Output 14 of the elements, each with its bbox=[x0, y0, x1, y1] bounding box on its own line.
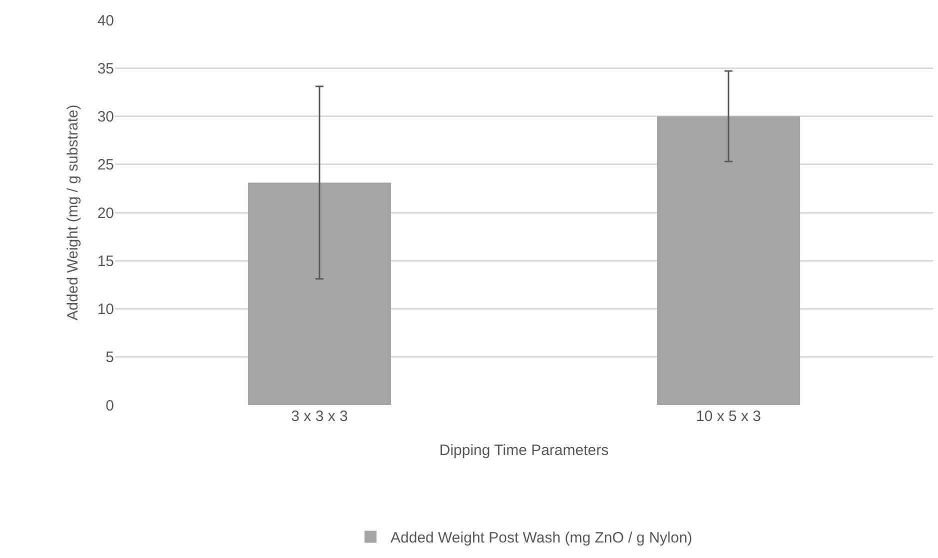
y-tick-label: 15 bbox=[97, 252, 114, 270]
x-tick-label: 3 x 3 x 3 bbox=[291, 408, 348, 425]
y-tick-label: 30 bbox=[97, 108, 114, 126]
y-tick-label: 5 bbox=[106, 349, 114, 366]
y-tick-label: 25 bbox=[97, 156, 114, 174]
legend-label: Added Weight Post Wash (mg ZnO / g Nylon) bbox=[390, 530, 692, 547]
y-tick-label: 40 bbox=[97, 12, 114, 30]
y-axis-title: Added Weight (mg / g substrate) bbox=[64, 104, 82, 320]
x-axis-title: Dipping Time Parameters bbox=[439, 442, 609, 459]
x-tick-label: 10 x 5 x 3 bbox=[696, 408, 762, 425]
y-tick-label: 0 bbox=[106, 397, 114, 414]
y-tick-label: 10 bbox=[97, 301, 114, 318]
y-tick-label: 20 bbox=[97, 204, 114, 222]
y-tick-label: 35 bbox=[97, 60, 114, 78]
